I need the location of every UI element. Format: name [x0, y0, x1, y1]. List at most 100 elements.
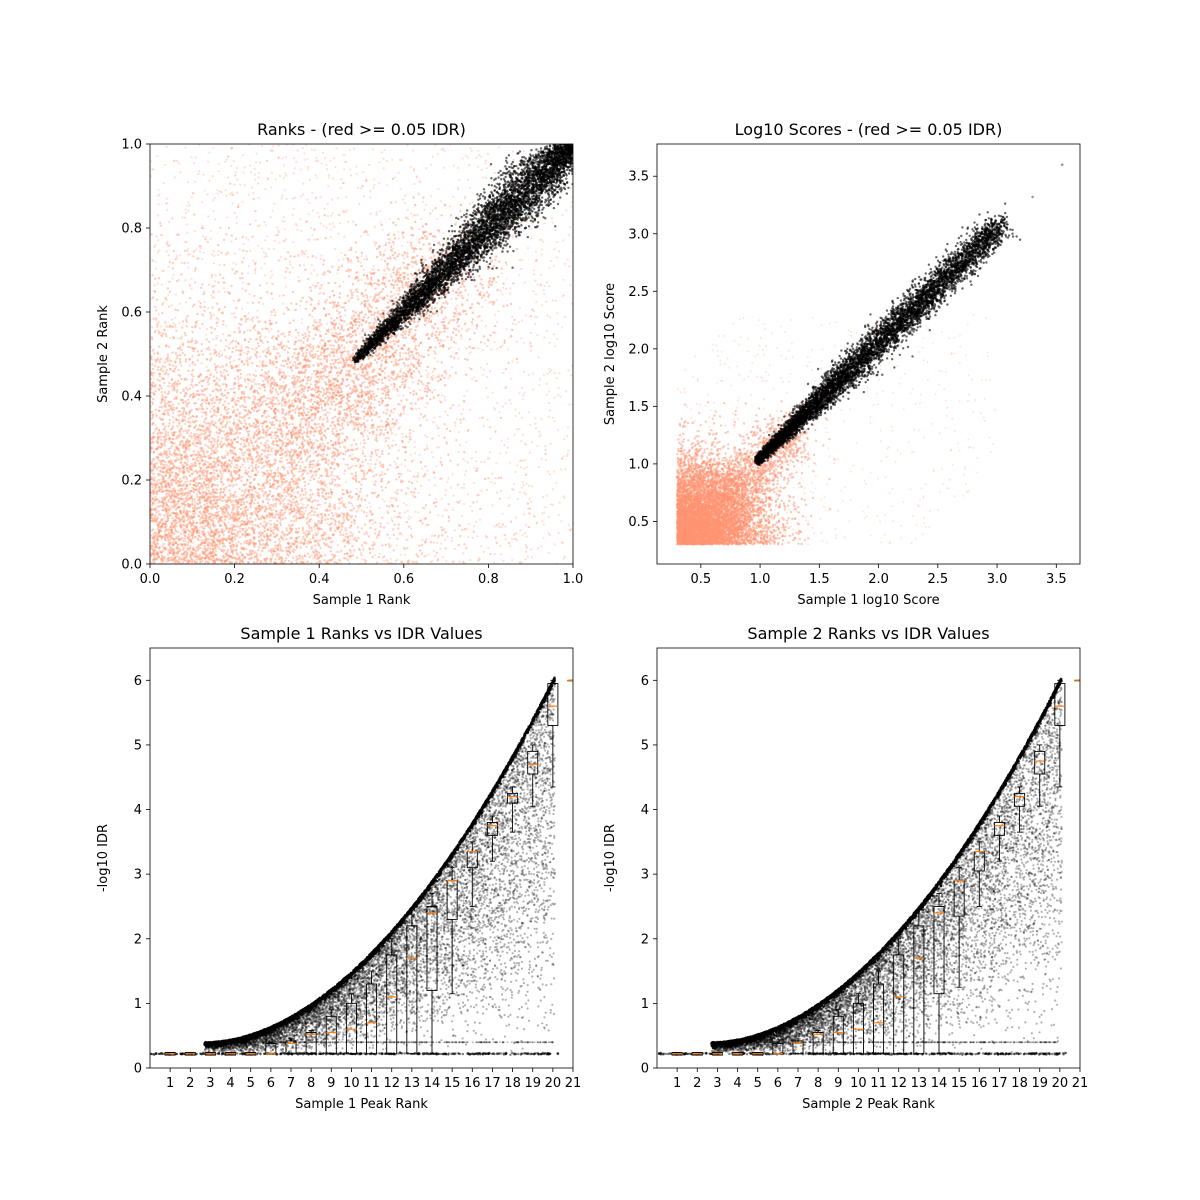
data-point — [201, 541, 205, 544]
data-point — [440, 331, 443, 334]
data-point — [207, 517, 210, 521]
data-point — [219, 422, 222, 425]
data-point — [514, 323, 517, 326]
data-point — [466, 389, 469, 392]
data-point — [185, 378, 188, 381]
data-point — [567, 449, 570, 452]
data-point — [177, 278, 180, 282]
data-point — [373, 178, 376, 181]
data-point — [338, 477, 341, 481]
data-point — [334, 512, 338, 515]
data-point — [233, 395, 237, 398]
data-point — [344, 210, 348, 214]
data-point — [511, 150, 514, 153]
data-point — [433, 502, 436, 505]
data-point — [212, 262, 215, 265]
data-point — [529, 342, 532, 345]
data-point — [270, 328, 273, 331]
data-point — [351, 496, 354, 499]
data-point — [195, 493, 199, 496]
data-point — [226, 345, 229, 348]
data-point — [437, 514, 440, 517]
data-point — [181, 320, 185, 323]
data-point — [522, 370, 526, 373]
data-point — [164, 474, 167, 477]
data-point — [458, 560, 461, 563]
data-point — [253, 349, 256, 352]
data-point — [412, 495, 415, 498]
data-point — [332, 225, 335, 229]
data-point — [206, 193, 209, 196]
data-point — [427, 478, 431, 482]
data-point — [480, 319, 483, 322]
data-point — [360, 509, 363, 512]
data-point — [395, 478, 398, 481]
data-point — [419, 389, 422, 392]
data-point — [157, 321, 160, 325]
data-point — [369, 455, 373, 458]
data-point — [308, 530, 311, 533]
data-point — [267, 522, 270, 525]
data-point — [397, 527, 400, 530]
data-point — [306, 157, 309, 160]
data-point — [263, 389, 267, 392]
data-point — [156, 482, 160, 486]
data-point — [188, 340, 191, 344]
data-point — [178, 509, 182, 512]
data-point — [213, 352, 216, 355]
data-point — [343, 235, 346, 238]
data-point — [557, 200, 561, 203]
data-point — [167, 293, 170, 296]
data-point — [411, 265, 414, 268]
data-point — [429, 541, 433, 544]
data-point — [537, 465, 540, 468]
data-point — [548, 390, 551, 393]
data-point — [375, 536, 379, 539]
data-point — [283, 486, 287, 489]
data-point — [160, 485, 163, 489]
data-point — [454, 424, 457, 427]
data-point — [191, 378, 194, 381]
data-point — [194, 156, 197, 159]
data-point — [547, 402, 551, 405]
data-point — [278, 516, 282, 520]
data-point — [483, 460, 486, 463]
data-point — [164, 332, 168, 336]
data-point — [422, 475, 425, 478]
data-point — [362, 435, 365, 438]
data-point — [199, 522, 202, 525]
data-point — [336, 550, 339, 554]
data-point — [319, 257, 322, 260]
data-point — [445, 509, 448, 512]
data-point — [209, 453, 212, 456]
data-point — [157, 277, 161, 280]
data-point — [159, 325, 162, 328]
data-point — [566, 453, 569, 456]
data-point — [490, 348, 493, 351]
data-point — [553, 345, 557, 348]
data-point — [346, 558, 350, 562]
data-point — [503, 242, 506, 245]
data-point — [213, 284, 216, 287]
data-point — [381, 473, 384, 476]
data-point — [226, 216, 229, 219]
data-point — [221, 472, 224, 475]
data-point — [318, 341, 321, 344]
data-point — [288, 423, 291, 426]
data-point — [555, 377, 558, 380]
data-point — [224, 160, 227, 163]
data-point — [355, 172, 358, 175]
data-point — [233, 401, 237, 404]
data-point — [326, 168, 329, 171]
data-point — [401, 233, 404, 237]
data-point — [256, 316, 259, 319]
data-point — [397, 449, 400, 452]
data-point — [228, 421, 231, 424]
data-point — [200, 286, 203, 289]
data-point — [374, 521, 377, 524]
data-point — [472, 525, 475, 528]
data-point — [453, 529, 456, 532]
data-point — [212, 405, 216, 408]
data-point — [304, 332, 307, 335]
data-point — [426, 444, 429, 448]
